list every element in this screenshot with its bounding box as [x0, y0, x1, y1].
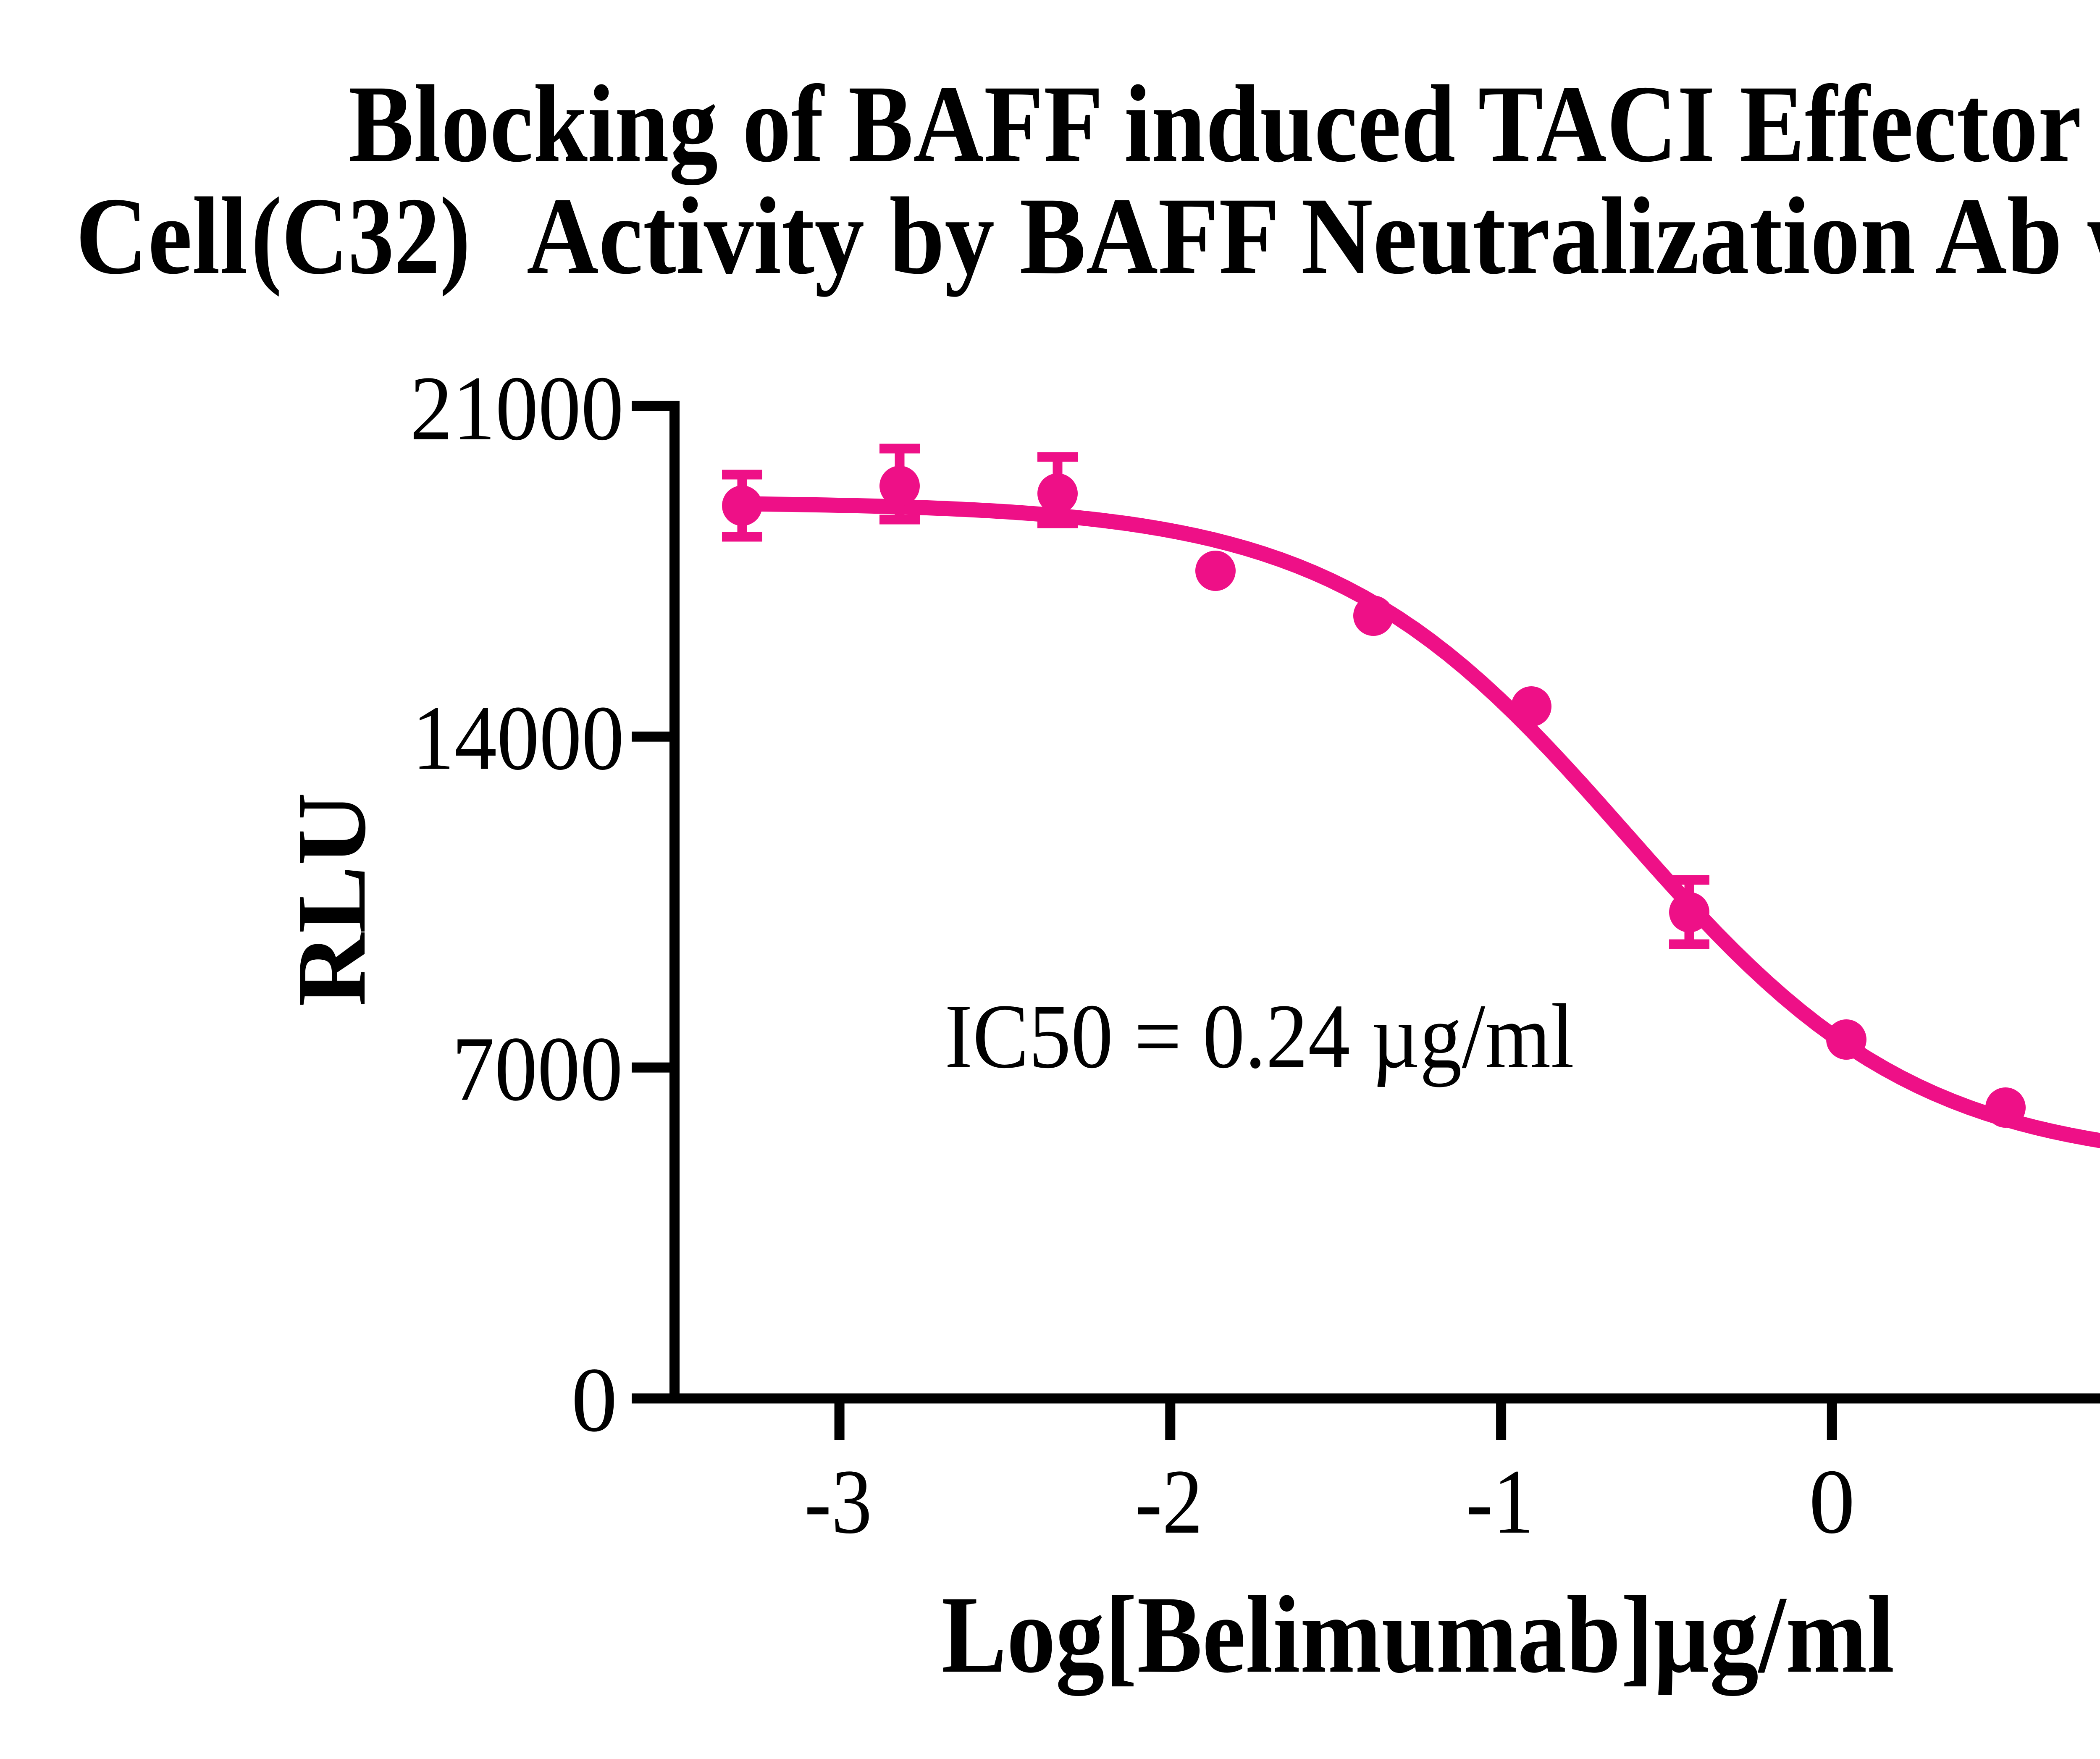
svg-text:Cell: Cell [76, 175, 248, 297]
svg-text:Blocking of BAFF induced TACI: Blocking of BAFF induced TACI Effector R… [349, 63, 2100, 187]
svg-text:-3: -3 [804, 1450, 872, 1553]
svg-text:-2: -2 [1135, 1450, 1203, 1553]
svg-text:14000: 14000 [412, 687, 624, 789]
svg-text:-1: -1 [1466, 1450, 1534, 1553]
svg-text:0: 0 [571, 1349, 617, 1451]
svg-text:0: 0 [1809, 1450, 1855, 1553]
svg-text:Activity by BAFF Neutralizatio: Activity by BAFF Neutralization Ab with … [527, 175, 2100, 297]
svg-text:21000: 21000 [410, 357, 624, 459]
svg-text:7000: 7000 [452, 1018, 623, 1120]
svg-text:Log[Belimumab]µg/ml: Log[Belimumab]µg/ml [942, 1573, 1895, 1698]
svg-text:(C32): (C32) [251, 175, 470, 297]
svg-text:IC50 = 0.24 µg/ml: IC50 = 0.24 µg/ml [945, 985, 1574, 1087]
svg-text:RLU: RLU [277, 793, 386, 1007]
